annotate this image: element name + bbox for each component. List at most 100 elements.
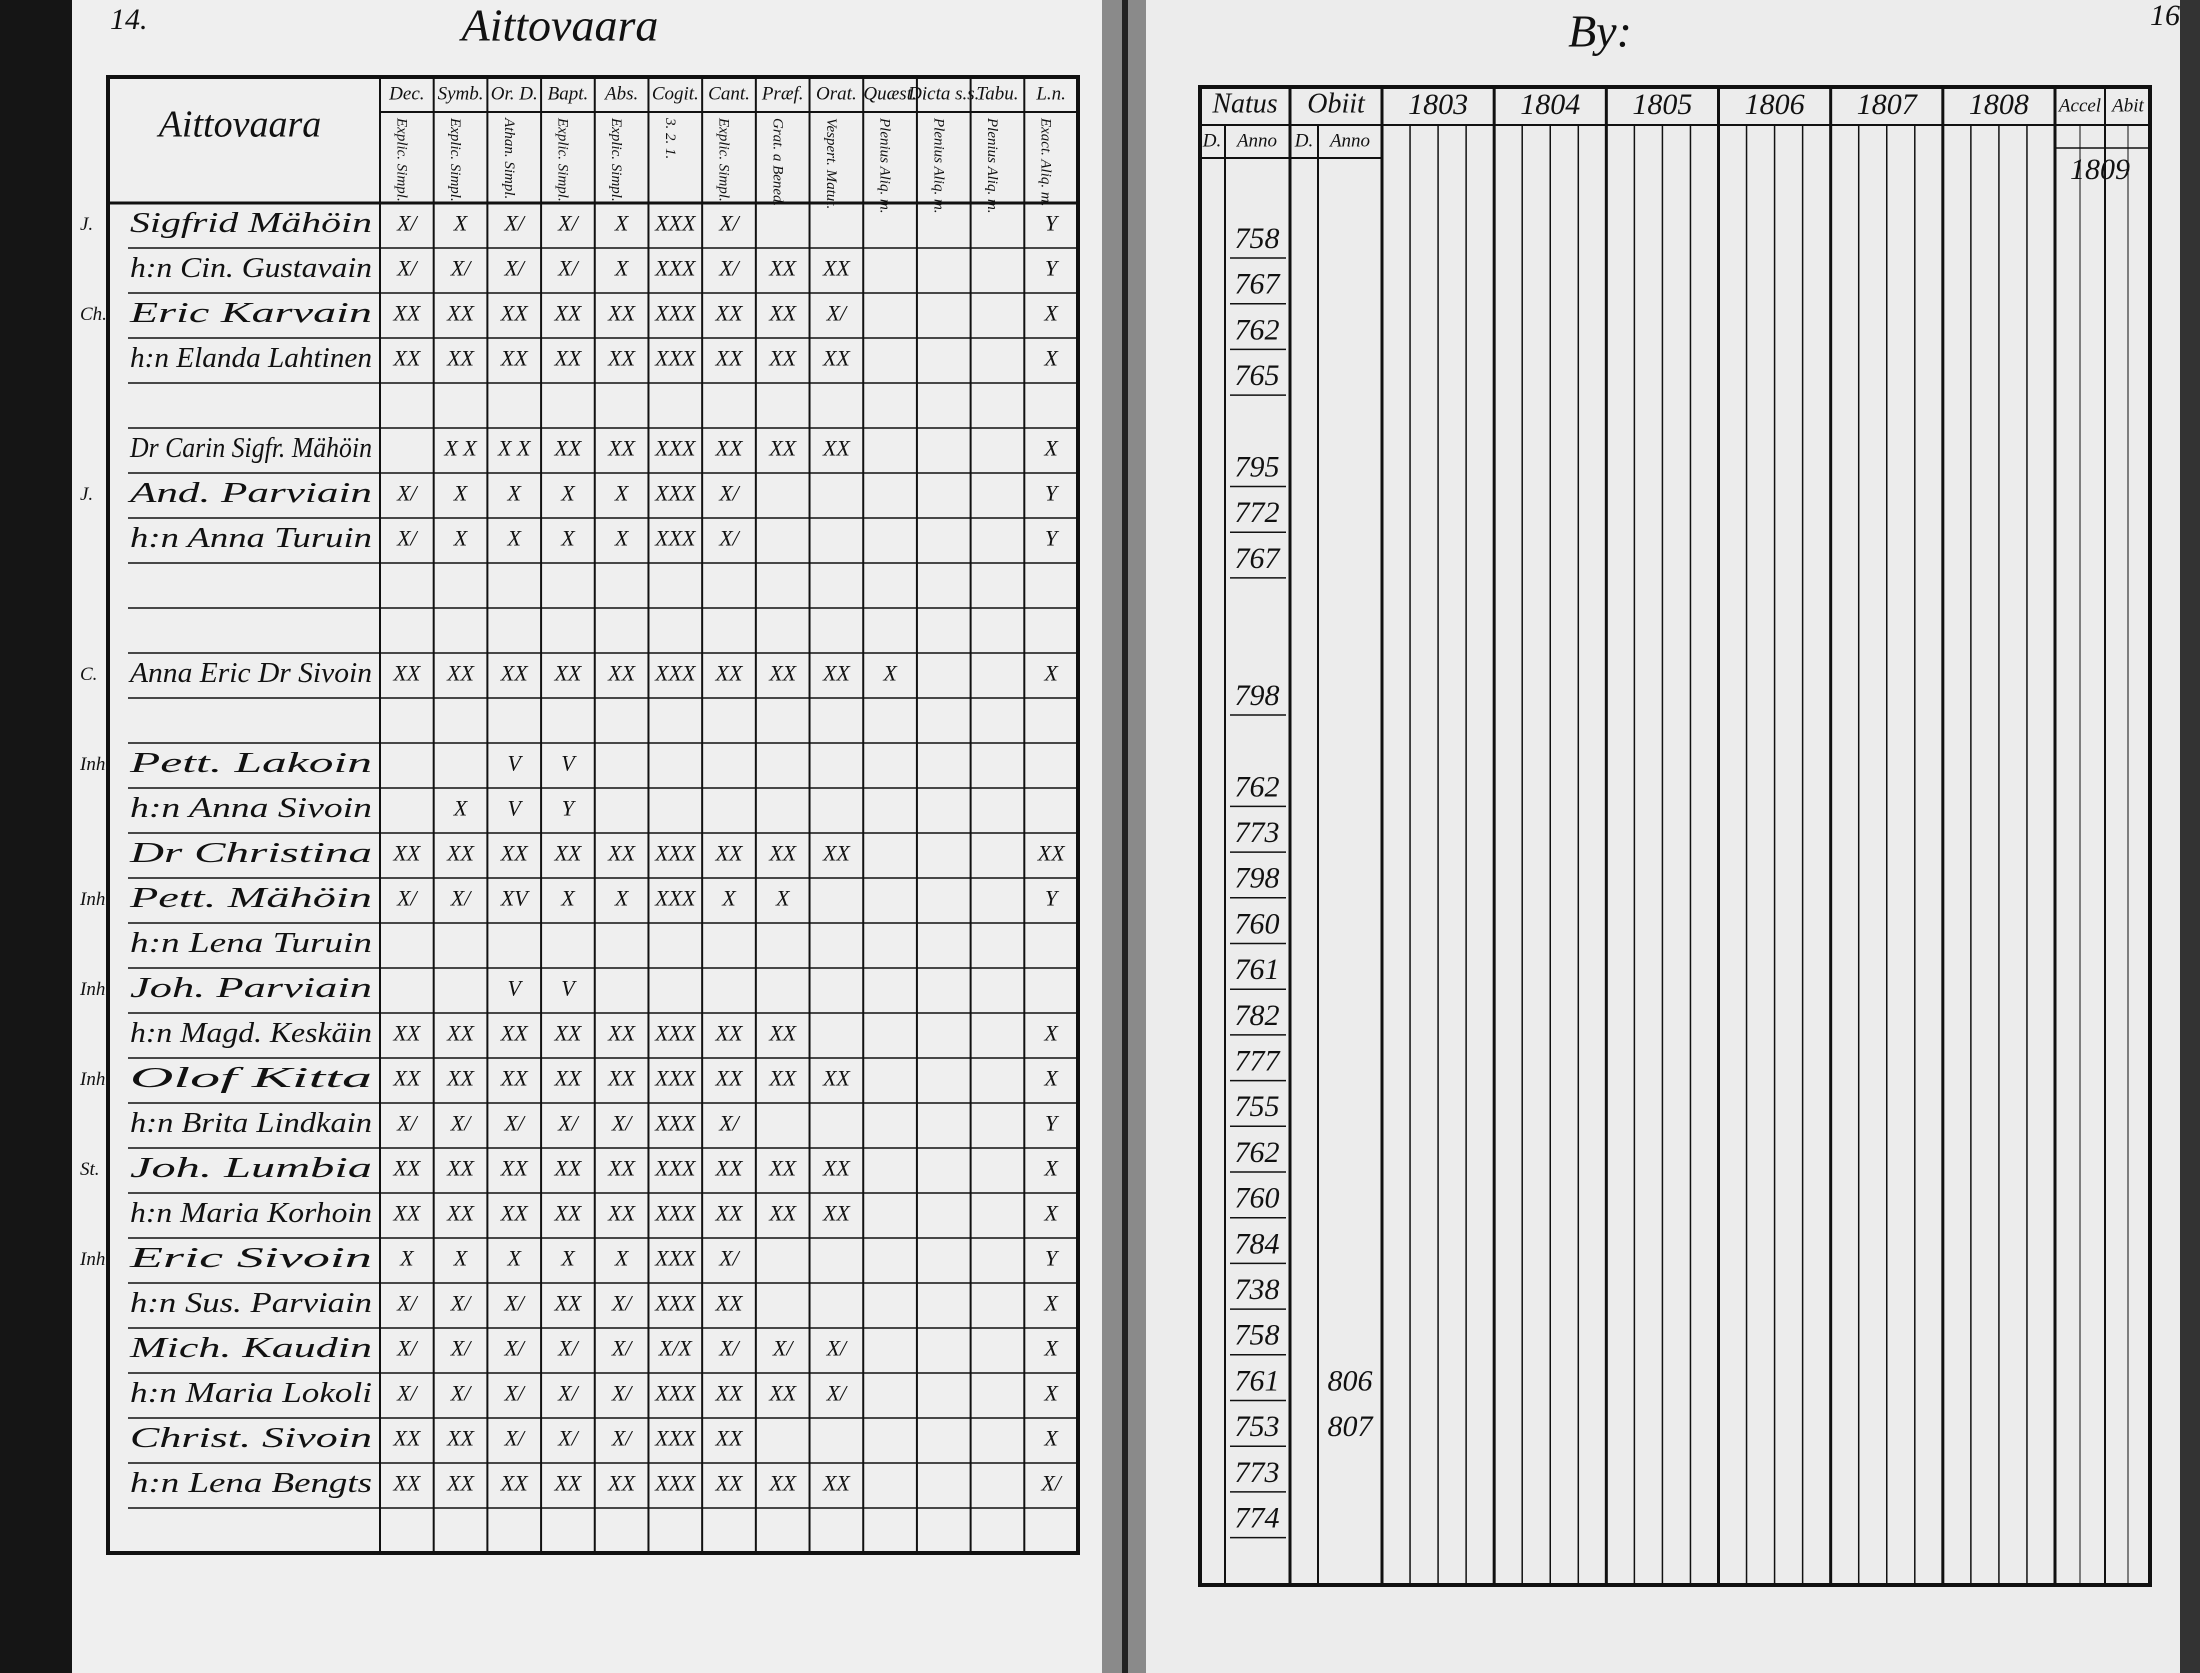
exam-mark: XX (822, 1066, 851, 1091)
column-subheader: Plenius Aliq. m. (877, 117, 893, 214)
person-name: And. Parviain (127, 478, 372, 509)
sub-header: D. (1202, 130, 1221, 151)
exam-mark: X/ (718, 526, 740, 551)
column-header: Quæst. (863, 83, 916, 104)
exam-mark: XX (715, 346, 744, 371)
exam-mark: X/ (450, 1291, 472, 1316)
exam-mark: X/ (503, 1426, 525, 1451)
birth-year: 758 (1235, 1319, 1280, 1352)
birth-year: 765 (1235, 359, 1280, 392)
exam-mark: XXX (654, 436, 697, 461)
column-subheader: Plenius Aliq. m. (930, 117, 946, 214)
exam-mark: Y (1045, 1246, 1060, 1271)
birth-year: 782 (1235, 999, 1280, 1032)
exam-mark: XX (607, 661, 636, 686)
person-name: h:n Magd. Keskäin (130, 1018, 372, 1049)
row-prefix: Inh (79, 979, 105, 1000)
column-header: Abs. (603, 83, 638, 104)
year-header: 1805 (1632, 88, 1692, 121)
exam-mark: XX (553, 661, 582, 686)
year-header: 1806 (1745, 88, 1805, 121)
exam-mark: X/ (396, 256, 418, 281)
person-name: h:n Lena Bengts (130, 1468, 372, 1499)
row-prefix: C. (80, 664, 97, 685)
person-name: h:n Brita Lindkain (130, 1108, 372, 1139)
exam-mark: X/ (557, 256, 579, 281)
exam-mark: XX (392, 1426, 421, 1451)
year-header: 1807 (1857, 88, 1919, 121)
person-name: Joh. Lumbia (130, 1153, 372, 1184)
exam-mark: XX (392, 1201, 421, 1226)
column-header: Tabu. (976, 83, 1018, 104)
exam-mark: X/ (450, 256, 472, 281)
sub-header: Anno (1235, 130, 1277, 151)
exam-mark: X/ (718, 1246, 740, 1271)
name-header: Aittovaara (156, 104, 322, 146)
exam-mark: X (1043, 436, 1059, 461)
exam-mark: X/ (611, 1426, 633, 1451)
exam-mark: Y (1045, 256, 1060, 281)
exam-mark: XX (553, 436, 582, 461)
exam-mark: XX (715, 1066, 744, 1091)
exam-mark: XX (500, 1471, 529, 1496)
exam-mark: X/ (503, 1336, 525, 1361)
exam-mark: XX (446, 661, 475, 686)
exam-mark: XX (768, 256, 797, 281)
exam-mark: XX (768, 1021, 797, 1046)
exam-mark: XX (715, 1021, 744, 1046)
exam-mark: X (560, 1246, 576, 1271)
exam-mark: XX (500, 1156, 529, 1181)
exam-mark: X/ (450, 1336, 472, 1361)
exam-mark: XV (500, 886, 530, 911)
column-subheader: Plenius Aliq. m. (984, 117, 1000, 214)
exam-mark: XX (768, 1156, 797, 1181)
exam-mark: XXX (654, 1471, 697, 1496)
exam-mark: X X (497, 436, 532, 461)
row-prefix: Inh (79, 1069, 105, 1090)
exam-mark: X/ (772, 1336, 794, 1361)
exam-mark: XX (607, 1471, 636, 1496)
exam-mark: XX (822, 841, 851, 866)
exam-mark: X (560, 886, 576, 911)
person-name: h:n Anna Sivoin (130, 793, 372, 824)
exam-mark: X (882, 661, 898, 686)
exam-mark: XX (768, 661, 797, 686)
birth-year: 773 (1235, 816, 1280, 849)
exam-mark: XX (715, 1201, 744, 1226)
exam-mark: X/ (503, 211, 525, 236)
exam-mark: X/ (396, 211, 418, 236)
birth-year: 774 (1235, 1501, 1280, 1534)
column-subheader: Explic. Simpl. (716, 117, 732, 202)
exam-mark: XX (553, 1291, 582, 1316)
exam-mark: X (614, 526, 630, 551)
exam-mark: Y (1045, 526, 1060, 551)
person-name: Pett. Lakoin (128, 748, 372, 779)
exam-mark: X/ (826, 301, 848, 326)
exam-mark: XX (822, 346, 851, 371)
exam-mark: XX (768, 301, 797, 326)
obiit-header: Obiit (1307, 88, 1366, 119)
person-name: h:n Maria Korhoin (130, 1198, 372, 1229)
exam-mark: X (721, 886, 737, 911)
exam-mark: XX (822, 256, 851, 281)
exam-mark: X (1043, 1021, 1059, 1046)
exam-mark: XX (392, 1471, 421, 1496)
exam-mark: X (1043, 1156, 1059, 1181)
exam-mark: X (560, 526, 576, 551)
exam-mark: XX (392, 346, 421, 371)
exam-mark: X/ (503, 256, 525, 281)
exam-mark: XX (500, 346, 529, 371)
exam-mark: X (1043, 661, 1059, 686)
natus-header: Natus (1211, 88, 1277, 119)
exam-mark: XX (392, 1021, 421, 1046)
birth-year: 738 (1235, 1273, 1280, 1306)
exam-mark: XXX (654, 661, 697, 686)
exam-mark: XX (822, 1201, 851, 1226)
column-subheader: Explic. Simpl. (554, 117, 570, 202)
exam-mark: Y (1045, 886, 1060, 911)
exam-mark: X (1043, 1381, 1059, 1406)
person-name: Sigfrid Mähöin (130, 208, 372, 239)
column-subheader: Explic. Simpl. (393, 117, 409, 202)
exam-mark: XXX (654, 1111, 697, 1136)
exam-mark: XX (768, 1381, 797, 1406)
